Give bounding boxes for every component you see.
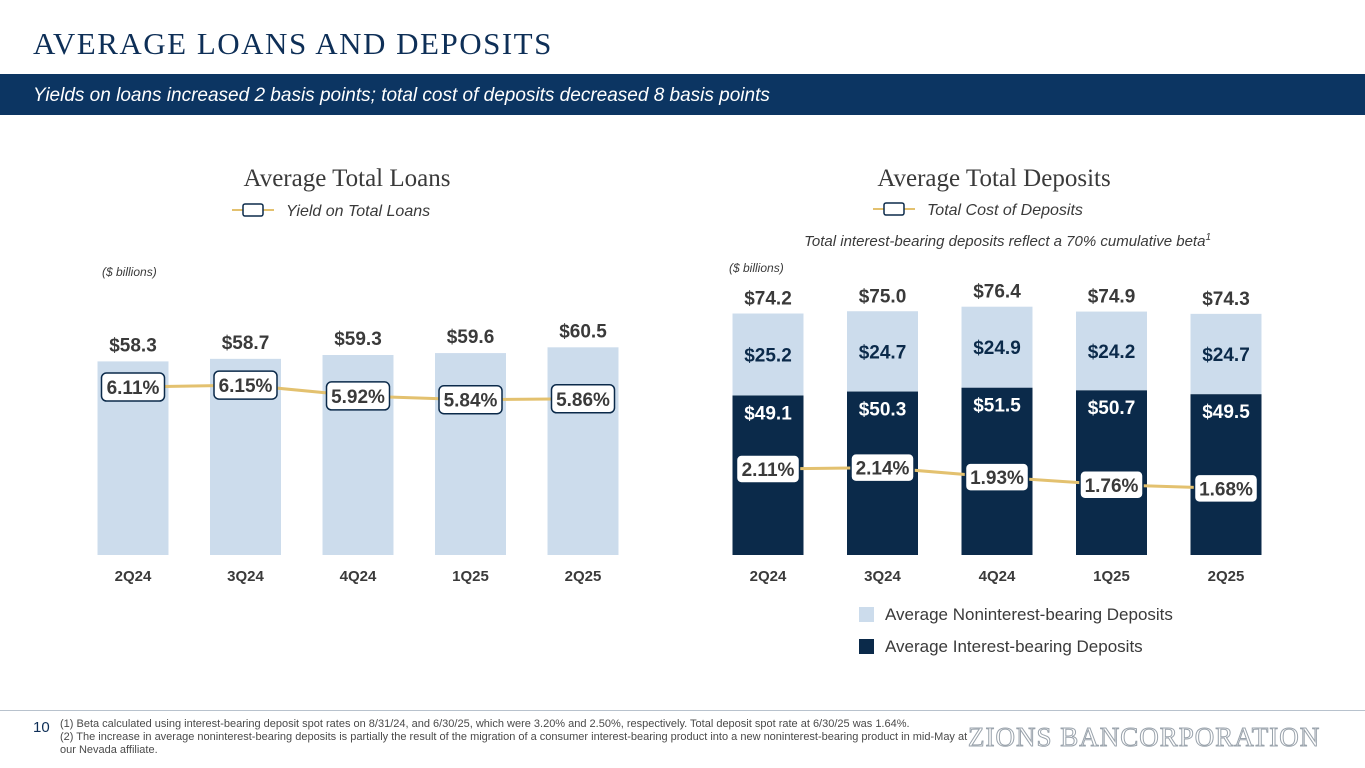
loans-legend-label: Yield on Total Loans [286, 203, 430, 220]
deposits-interest-label-1Q25: $50.7 [1088, 398, 1136, 419]
loans-bar-1Q25 [435, 353, 506, 555]
deposits-noninterest-label-2Q25: $24.7 [1202, 345, 1250, 366]
deposits-plot: $74.2 $25.2 $49.1 2Q24 $75.0 $24.7 $50.3 3Q24 $7… [732, 282, 1262, 585]
deposits-interest-label-2Q25: $49.5 [1202, 402, 1250, 423]
deposits-x-tick-3Q24: 3Q24 [864, 568, 901, 585]
deposits-cost-label-1Q25: 1.76% [1085, 476, 1139, 497]
loans-x-tick-4Q24: 4Q24 [340, 568, 377, 585]
deposits-noninterest-label-1Q25: $24.2 [1088, 342, 1136, 363]
deposits-legend: Total Cost of Deposits [873, 202, 1083, 219]
loans-legend-marker-icon [242, 203, 264, 217]
deposits-x-tick-4Q24: 4Q24 [979, 568, 1016, 585]
loans-total-label-2Q25: $60.5 [559, 321, 607, 342]
deposits-total-label-4Q24: $76.4 [973, 282, 1021, 303]
deposits-cost-label-2Q24: 2.11% [742, 460, 795, 481]
deposits-legend-marker-icon [883, 202, 905, 216]
subtitle-text: Yields on loans increased 2 basis points… [33, 85, 770, 106]
deposits-cost-label-4Q24: 1.93% [970, 468, 1024, 489]
loans-yield-label-2Q24-box [100, 372, 166, 402]
loans-yield-label-1Q25: 5.84% [444, 391, 498, 412]
loans-chart-title: Average Total Loans [244, 165, 451, 192]
footnote-1: (1) Beta calculated using interest-beari… [60, 718, 910, 730]
deposits-cost-label-4Q24-box [964, 462, 1030, 492]
deposits-bar-noninterest-2Q25 [1190, 313, 1262, 395]
legend-noninterest-label: Average Noninterest-bearing Deposits [885, 605, 1173, 624]
deposits-beta-note-sup: 1 [1205, 232, 1211, 243]
deposits-interest-label-4Q24: $51.5 [973, 396, 1021, 417]
brand-logo: ZIONS BANCORPORATION [967, 722, 1321, 753]
deposits-cost-label-3Q24-box [850, 452, 915, 483]
deposits-cost-label-2Q25-box [1193, 473, 1259, 504]
footer-divider [0, 710, 1365, 711]
legend-interest-label: Average Interest-bearing Deposits [885, 637, 1143, 656]
loans-x-tick-2Q24: 2Q24 [115, 568, 152, 585]
deposits-total-label-1Q25: $74.9 [1088, 287, 1136, 308]
loans-legend: Yield on Total Loans [232, 203, 430, 220]
loans-x-tick-2Q25: 2Q25 [565, 568, 602, 585]
deposits-cost-label-3Q24: 2.14% [856, 459, 910, 480]
page-title: AVERAGE LOANS AND DEPOSITS [33, 26, 553, 61]
loans-total-label-2Q24: $58.3 [109, 335, 157, 356]
deposits-bar-noninterest-3Q24 [847, 311, 918, 392]
deposits-total-label-2Q24: $74.2 [744, 289, 792, 310]
deposits-series-legend: Average Noninterest-bearing Deposits Ave… [859, 605, 1173, 656]
deposits-interest-label-3Q24: $50.3 [859, 400, 907, 421]
deposits-beta-note-text: Total interest-bearing deposits reflect … [804, 233, 1205, 250]
deposits-cost-label-2Q25: 1.68% [1199, 479, 1253, 500]
legend-interest-swatch [859, 639, 874, 654]
deposits-cost-label-1Q25-box [1079, 470, 1144, 500]
deposits-chart-title: Average Total Deposits [877, 165, 1110, 192]
loans-yield-label-2Q25: 5.86% [556, 390, 610, 411]
deposits-bar-noninterest-4Q24 [961, 306, 1033, 388]
loans-units-label: ($ billions) [102, 265, 157, 279]
deposits-x-tick-2Q24: 2Q24 [750, 568, 787, 585]
deposits-x-tick-2Q25: 2Q25 [1208, 568, 1245, 585]
deposits-bar-noninterest-1Q25 [1076, 311, 1147, 391]
page-number: 10 [33, 719, 50, 736]
loans-yield-label-1Q25-box [438, 384, 503, 415]
deposits-units-label: ($ billions) [729, 261, 784, 275]
loans-total-label-3Q24: $58.7 [222, 333, 270, 354]
loans-yield-label-4Q24-box [325, 381, 391, 411]
deposits-noninterest-label-4Q24: $24.9 [973, 338, 1021, 359]
deposits-cost-label-2Q24-box [735, 454, 801, 484]
loans-yield-label-2Q25-box [550, 384, 616, 414]
footnotes: (1) Beta calculated using interest-beari… [60, 718, 975, 757]
loans-bar-2Q25 [547, 347, 619, 555]
deposits-bar-noninterest-2Q24 [732, 313, 804, 396]
subtitle-banner: Yields on loans increased 2 basis points… [0, 74, 1365, 115]
deposits-noninterest-label-2Q24: $25.2 [744, 345, 792, 366]
loans-yield-label-3Q24-box [213, 370, 278, 400]
loans-total-label-4Q24: $59.3 [334, 329, 382, 350]
deposits-total-label-2Q25: $74.3 [1202, 289, 1250, 310]
deposits-x-tick-1Q25: 1Q25 [1093, 568, 1130, 585]
deposits-beta-note: Total interest-bearing deposits reflect … [804, 232, 1211, 250]
loans-yield-label-2Q24: 6.11% [107, 378, 160, 399]
loans-yield-label-4Q24: 5.92% [331, 387, 385, 408]
deposits-interest-label-2Q24: $49.1 [744, 403, 792, 424]
loans-plot: $58.3 2Q24 $58.7 3Q24 $59.3 4Q24 $59.6 1Q25 $60.… [97, 321, 619, 585]
deposits-legend-label: Total Cost of Deposits [927, 202, 1083, 219]
loans-x-tick-3Q24: 3Q24 [227, 568, 264, 585]
legend-noninterest-swatch [859, 607, 874, 622]
deposits-total-label-3Q24: $75.0 [859, 286, 907, 307]
footnote-2: (2) The increase in average noninterest-… [60, 731, 968, 756]
loans-yield-label-3Q24: 6.15% [219, 376, 273, 397]
deposits-noninterest-label-3Q24: $24.7 [859, 342, 907, 363]
loans-total-label-1Q25: $59.6 [447, 327, 495, 348]
loans-x-tick-1Q25: 1Q25 [452, 568, 489, 585]
